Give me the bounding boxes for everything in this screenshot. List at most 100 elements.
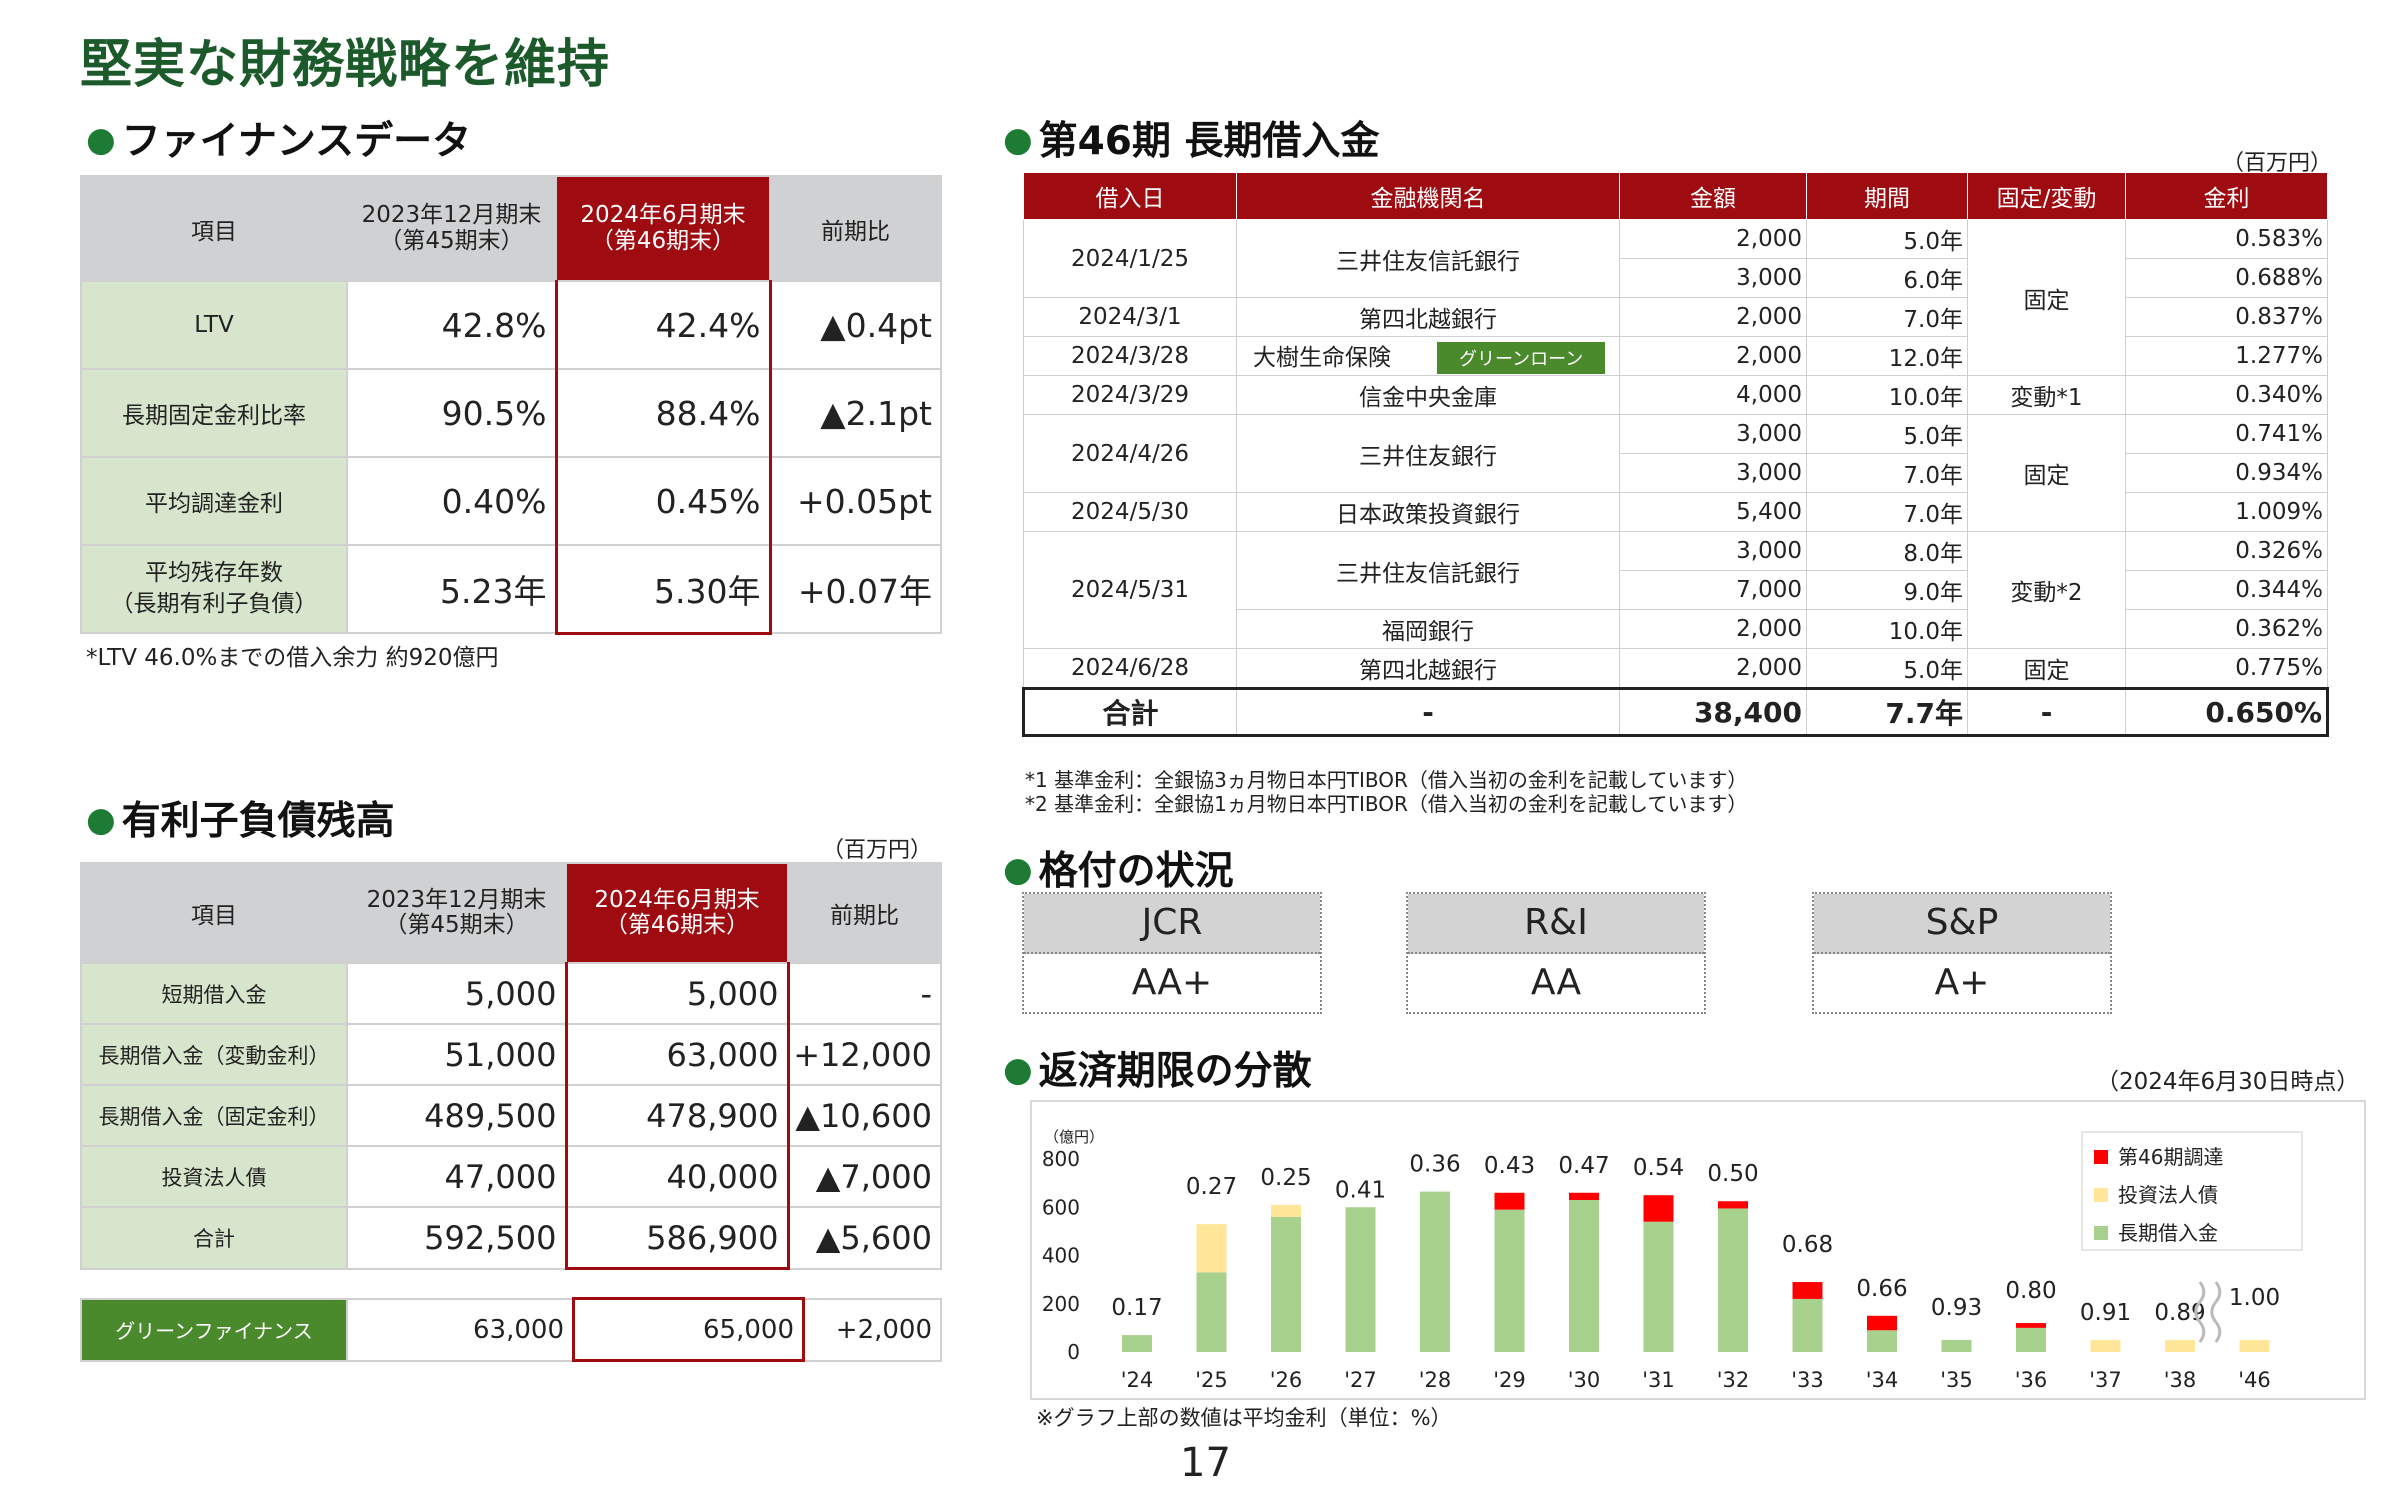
bar-segment — [1122, 1335, 1152, 1352]
rate-label: 0.80 — [2005, 1278, 2056, 1304]
legend-swatch — [2094, 1188, 2108, 1202]
finance-diff: ▲2.1pt — [769, 368, 942, 458]
loan-amount: 5,400 — [1619, 492, 1807, 532]
loan-rate: 0.688% — [2125, 258, 2328, 298]
bar-segment — [1718, 1201, 1748, 1209]
bar-segment — [1643, 1195, 1674, 1222]
rating-agency: R&I — [1408, 894, 1704, 954]
legend-swatch — [2094, 1150, 2108, 1164]
bullet-icon: ● — [86, 120, 116, 160]
rate-label: 0.47 — [1558, 1153, 1609, 1179]
debt-label: 長期借入金（固定金利） — [80, 1084, 348, 1147]
debt-prev: 489,500 — [346, 1084, 567, 1147]
x-tick-label: '31 — [1642, 1368, 1675, 1392]
x-tick-label: '27 — [1344, 1368, 1377, 1392]
loan-amount: 3,000 — [1619, 453, 1807, 493]
loan-date: 2024/1/25 — [1023, 219, 1237, 298]
loan-rate: 0.934% — [2125, 453, 2328, 493]
rating-card-sp: S&P A+ — [1812, 892, 2112, 1014]
loan-date: 2024/5/31 — [1023, 531, 1237, 649]
bar-segment — [1420, 1191, 1450, 1352]
loan-rate: 1.009% — [2125, 492, 2328, 532]
debt-table: 項目 2023年12月期末 （第45期末） 2024年6月期末 （第46期末） … — [80, 862, 942, 1270]
bullet-icon: ● — [86, 800, 116, 840]
axis-break-mark — [2210, 1281, 2222, 1343]
y-axis-label: （億円） — [1044, 1128, 1104, 1146]
loans-header-date: 借入日 — [1023, 172, 1237, 220]
finance-heading-text: ファイナンスデータ — [121, 119, 472, 164]
loan-rate: 0.775% — [2125, 648, 2328, 689]
bar-segment — [2165, 1339, 2195, 1352]
loans-header-type: 固定/変動 — [1967, 172, 2126, 220]
rate-label: 0.66 — [1856, 1276, 1907, 1302]
debt-header-prev: 2023年12月期末 （第45期末） — [346, 862, 567, 964]
loan-amount: 2,000 — [1619, 219, 1807, 259]
debt-prev: 592,500 — [346, 1206, 567, 1270]
green-finance-diff: +2,000 — [802, 1297, 942, 1362]
loan-rate: 0.583% — [2125, 219, 2328, 259]
bar-segment — [1271, 1204, 1301, 1217]
table-row: 長期借入金（変動金利） 51,000 63,000 +12,000 — [80, 1023, 942, 1086]
loan-amount: 3,000 — [1619, 258, 1807, 298]
x-tick-label: '32 — [1717, 1368, 1750, 1392]
bar-segment — [2016, 1327, 2046, 1352]
rate-label: 0.68 — [1782, 1232, 1833, 1258]
finance-cur: 0.45% — [554, 456, 772, 546]
page-number: 17 — [1180, 1440, 1231, 1486]
table-row: LTV 42.8% 42.4% ▲0.4pt — [80, 280, 942, 370]
table-row: 長期借入金（固定金利） 489,500 478,900 ▲10,600 — [80, 1084, 942, 1147]
finance-prev: 0.40% — [346, 456, 557, 546]
y-tick-label: 600 — [1042, 1195, 1080, 1219]
table-row: 7,000 9.0年 0.344% — [1024, 570, 2328, 610]
loan-amount: 7,000 — [1619, 570, 1807, 610]
loan-term: 12.0年 — [1806, 336, 1968, 376]
x-tick-label: '25 — [1195, 1368, 1228, 1392]
maturity-chart: （億円） 0 200 400 600 800 '24 0.17 '25 0.27 '26 0.25 '2… — [1030, 1100, 2366, 1400]
table-row: 2024/5/30 日本政策投資銀行 5,400 7.0年 1.009% — [1023, 492, 2328, 532]
finance-cur: 42.4% — [554, 280, 772, 370]
debt-cur: 586,900 — [564, 1206, 790, 1270]
y-tick-label: 400 — [1042, 1244, 1080, 1268]
legend-label: 第46期調達 — [2118, 1145, 2223, 1169]
loan-rate: 0.344% — [2125, 570, 2328, 610]
finance-label: LTV — [80, 280, 348, 370]
bar-segment — [1718, 1208, 1748, 1352]
bar-segment — [2239, 1339, 2270, 1352]
debt-diff: ▲5,600 — [787, 1206, 942, 1270]
maturity-heading: ● 返済期限の分散 — [1003, 1040, 1312, 1096]
axis-break-mark — [2194, 1281, 2206, 1343]
loans-note: *1 基準金利：全銀協3ヵ月物日本円TIBOR（借入当初の金利を記載しています） — [1025, 768, 1748, 792]
finance-header-diff: 前期比 — [769, 175, 942, 282]
legend-swatch — [2094, 1226, 2108, 1240]
loan-term: 7.0年 — [1806, 297, 1968, 337]
legend-box — [2081, 1131, 2303, 1251]
loan-rate: 1.277% — [2125, 336, 2328, 376]
bar-segment — [1867, 1330, 1897, 1352]
bar-segment — [1643, 1221, 1674, 1352]
legend-label: 長期借入金 — [2118, 1221, 2218, 1245]
finance-diff: ▲0.4pt — [769, 280, 942, 370]
debt-cur: 40,000 — [564, 1145, 790, 1208]
rating-value: AA — [1530, 962, 1582, 1003]
debt-diff: +12,000 — [787, 1023, 942, 1086]
loans-table: 借入日 金融機関名 金額 期間 固定/変動 金利 2024/1/25 三井住友信… — [1022, 172, 2329, 737]
bar-segment — [1196, 1272, 1227, 1352]
table-row: 平均残存年数 （長期有利子負債） 5.23年 5.30年 +0.07年 — [80, 544, 942, 635]
loan-term: 5.0年 — [1806, 648, 1968, 689]
green-loan-badge: グリーンローン — [1437, 342, 1606, 374]
bullet-icon: ● — [1003, 120, 1033, 160]
loan-total-amount: 38,400 — [1619, 687, 1807, 737]
finance-heading: ● ファイナンスデータ — [86, 110, 471, 166]
loan-bank: 三井住友信託銀行 — [1236, 531, 1620, 610]
x-tick-label: '37 — [2089, 1368, 2122, 1392]
green-finance-label: グリーンファイナンス — [80, 1297, 348, 1362]
loan-amount: 3,000 — [1619, 414, 1807, 454]
table-row: 合計 592,500 586,900 ▲5,600 — [80, 1206, 942, 1270]
loan-term: 7.0年 — [1806, 492, 1968, 532]
debt-label: 短期借入金 — [80, 962, 348, 1025]
legend-label: 投資法人債 — [2118, 1183, 2218, 1207]
finance-diff: +0.05pt — [769, 456, 942, 546]
bar-segment — [2090, 1339, 2121, 1352]
loan-term: 10.0年 — [1806, 609, 1968, 649]
finance-prev: 5.23年 — [346, 544, 557, 634]
